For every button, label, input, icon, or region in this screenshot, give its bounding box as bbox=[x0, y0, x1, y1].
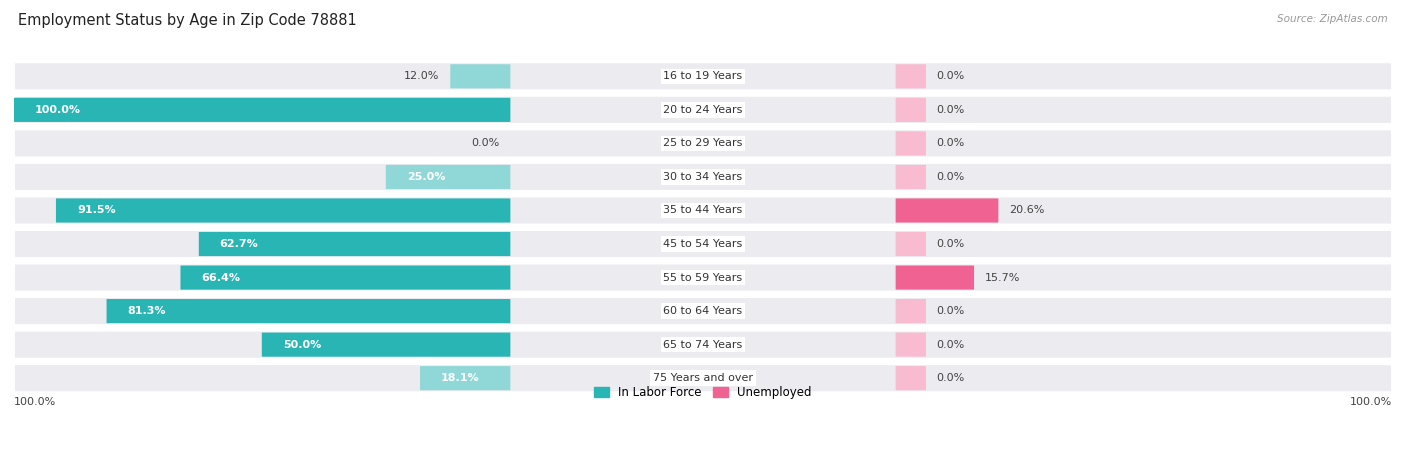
FancyBboxPatch shape bbox=[198, 232, 510, 256]
Text: 0.0%: 0.0% bbox=[936, 72, 965, 81]
Text: 91.5%: 91.5% bbox=[77, 206, 115, 216]
Text: 30 to 34 Years: 30 to 34 Years bbox=[664, 172, 742, 182]
Text: 0.0%: 0.0% bbox=[471, 139, 499, 148]
FancyBboxPatch shape bbox=[450, 64, 510, 88]
FancyBboxPatch shape bbox=[14, 98, 510, 122]
FancyBboxPatch shape bbox=[14, 263, 1392, 292]
FancyBboxPatch shape bbox=[14, 95, 1392, 124]
Text: 20 to 24 Years: 20 to 24 Years bbox=[664, 105, 742, 115]
FancyBboxPatch shape bbox=[896, 64, 927, 88]
FancyBboxPatch shape bbox=[896, 98, 927, 122]
Text: 60 to 64 Years: 60 to 64 Years bbox=[664, 306, 742, 316]
FancyBboxPatch shape bbox=[14, 364, 1392, 392]
FancyBboxPatch shape bbox=[14, 230, 1392, 258]
Text: 75 Years and over: 75 Years and over bbox=[652, 373, 754, 383]
FancyBboxPatch shape bbox=[896, 299, 927, 323]
FancyBboxPatch shape bbox=[107, 299, 510, 323]
Text: 12.0%: 12.0% bbox=[404, 72, 440, 81]
Text: Employment Status by Age in Zip Code 78881: Employment Status by Age in Zip Code 788… bbox=[18, 14, 357, 28]
Text: 35 to 44 Years: 35 to 44 Years bbox=[664, 206, 742, 216]
Text: 81.3%: 81.3% bbox=[128, 306, 166, 316]
Text: 100.0%: 100.0% bbox=[14, 397, 56, 407]
Legend: In Labor Force, Unemployed: In Labor Force, Unemployed bbox=[591, 382, 815, 403]
Text: 25 to 29 Years: 25 to 29 Years bbox=[664, 139, 742, 148]
Text: 0.0%: 0.0% bbox=[936, 340, 965, 350]
FancyBboxPatch shape bbox=[896, 366, 927, 390]
FancyBboxPatch shape bbox=[14, 297, 1392, 325]
FancyBboxPatch shape bbox=[896, 198, 998, 223]
FancyBboxPatch shape bbox=[14, 129, 1392, 158]
FancyBboxPatch shape bbox=[896, 165, 927, 189]
Text: Source: ZipAtlas.com: Source: ZipAtlas.com bbox=[1277, 14, 1388, 23]
FancyBboxPatch shape bbox=[896, 333, 927, 357]
FancyBboxPatch shape bbox=[14, 62, 1392, 91]
Text: 16 to 19 Years: 16 to 19 Years bbox=[664, 72, 742, 81]
Text: 55 to 59 Years: 55 to 59 Years bbox=[664, 273, 742, 283]
Text: 0.0%: 0.0% bbox=[936, 172, 965, 182]
FancyBboxPatch shape bbox=[14, 162, 1392, 191]
Text: 0.0%: 0.0% bbox=[936, 139, 965, 148]
Text: 25.0%: 25.0% bbox=[406, 172, 446, 182]
Text: 100.0%: 100.0% bbox=[35, 105, 80, 115]
Text: 0.0%: 0.0% bbox=[936, 105, 965, 115]
Text: 0.0%: 0.0% bbox=[936, 239, 965, 249]
Text: 0.0%: 0.0% bbox=[936, 306, 965, 316]
FancyBboxPatch shape bbox=[896, 232, 927, 256]
Text: 50.0%: 50.0% bbox=[283, 340, 321, 350]
FancyBboxPatch shape bbox=[896, 131, 927, 156]
FancyBboxPatch shape bbox=[180, 266, 510, 290]
FancyBboxPatch shape bbox=[56, 198, 510, 223]
Text: 20.6%: 20.6% bbox=[1010, 206, 1045, 216]
FancyBboxPatch shape bbox=[14, 330, 1392, 359]
Text: 100.0%: 100.0% bbox=[1350, 397, 1392, 407]
FancyBboxPatch shape bbox=[14, 196, 1392, 225]
FancyBboxPatch shape bbox=[420, 366, 510, 390]
FancyBboxPatch shape bbox=[896, 266, 974, 290]
Text: 62.7%: 62.7% bbox=[219, 239, 259, 249]
FancyBboxPatch shape bbox=[262, 333, 510, 357]
Text: 45 to 54 Years: 45 to 54 Years bbox=[664, 239, 742, 249]
Text: 65 to 74 Years: 65 to 74 Years bbox=[664, 340, 742, 350]
Text: 18.1%: 18.1% bbox=[441, 373, 479, 383]
Text: 66.4%: 66.4% bbox=[201, 273, 240, 283]
FancyBboxPatch shape bbox=[385, 165, 510, 189]
Text: 0.0%: 0.0% bbox=[936, 373, 965, 383]
Text: 15.7%: 15.7% bbox=[984, 273, 1021, 283]
